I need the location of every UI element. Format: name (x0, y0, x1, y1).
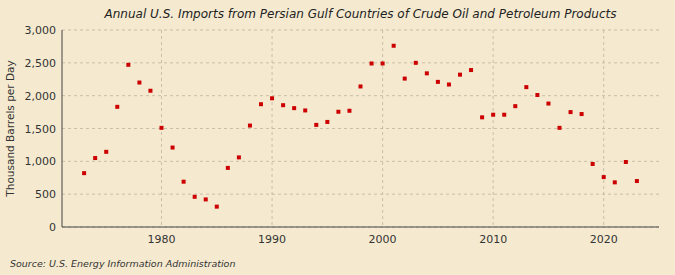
point (524, 85, 528, 89)
point (447, 83, 451, 87)
point (248, 124, 252, 128)
point (580, 112, 584, 116)
point (591, 162, 595, 166)
y-grid-line (62, 30, 659, 31)
title: Annual U.S. Imports from Persian Gulf Co… (104, 7, 617, 21)
y-grid-line (62, 128, 659, 129)
y-axis-label: Thousand Barrels per Day (4, 60, 16, 197)
y-grid-line (62, 95, 659, 96)
x-tick-label: 1980 (148, 233, 176, 246)
point (436, 80, 440, 84)
point (359, 84, 363, 88)
point (613, 180, 617, 184)
point (93, 156, 97, 160)
point (325, 120, 329, 124)
axes: 0 500 1,000 1,500 2,000 2,500 3,000 1980 1990 200… (25, 24, 660, 246)
point (480, 115, 484, 119)
x-grid-line (382, 30, 383, 227)
point (347, 109, 351, 113)
points (82, 44, 639, 209)
source-note: Source: U.S. Energy Information Administ… (10, 258, 235, 269)
x-tick-label: 2020 (590, 233, 618, 246)
point (546, 102, 550, 106)
y-tick-label: 2,000 (25, 90, 57, 103)
point (259, 102, 263, 106)
x-tick-label: 2010 (479, 233, 507, 246)
point (292, 106, 296, 110)
point (469, 68, 473, 72)
point (104, 150, 108, 154)
point (381, 61, 385, 65)
point (624, 160, 628, 164)
y-tick-label: 0 (49, 221, 56, 234)
point (414, 61, 418, 65)
y-grid-line (62, 62, 659, 63)
point (281, 103, 285, 107)
y-tick-label: 3,000 (25, 24, 57, 37)
y-axis-line (62, 30, 63, 227)
point (148, 89, 152, 93)
point (535, 93, 539, 97)
point (171, 146, 175, 150)
point (635, 179, 639, 183)
point (215, 205, 219, 209)
point (303, 108, 307, 112)
grid (62, 30, 659, 227)
point (226, 166, 230, 170)
point (193, 195, 197, 199)
x-axis-line (62, 227, 659, 228)
y-grid-line (62, 227, 659, 228)
point (558, 126, 562, 130)
y-tick-label: 1,000 (25, 155, 57, 168)
x-tick-label: 2000 (369, 233, 397, 246)
x-grid-line (272, 30, 273, 227)
point (115, 105, 119, 109)
point (137, 81, 141, 85)
point (270, 96, 274, 100)
y-grid-line (62, 161, 659, 162)
point (314, 123, 318, 127)
chart-container: 0 500 1,000 1,500 2,000 2,500 3,000 1980 1990 200… (0, 0, 675, 275)
point (513, 104, 517, 108)
point (458, 73, 462, 77)
background (0, 0, 675, 275)
point (602, 175, 606, 179)
x-tick-label: 1990 (258, 233, 286, 246)
x-grid-line (493, 30, 494, 227)
chart-svg: 0 500 1,000 1,500 2,000 2,500 3,000 1980 1990 200… (0, 0, 675, 275)
point (392, 44, 396, 48)
x-grid-line (603, 30, 604, 227)
point (204, 197, 208, 201)
point (425, 71, 429, 75)
point (160, 126, 164, 130)
point (403, 77, 407, 81)
point (491, 113, 495, 117)
point (82, 171, 86, 175)
point (126, 63, 130, 67)
point (182, 180, 186, 184)
point (336, 110, 340, 114)
point (569, 110, 573, 114)
y-grid-line (62, 194, 659, 195)
point (237, 155, 241, 159)
y-tick-label: 2,500 (25, 57, 57, 70)
point (502, 113, 506, 117)
point (370, 61, 374, 65)
y-tick-label: 500 (35, 188, 56, 201)
y-tick-label: 1,500 (25, 123, 57, 136)
